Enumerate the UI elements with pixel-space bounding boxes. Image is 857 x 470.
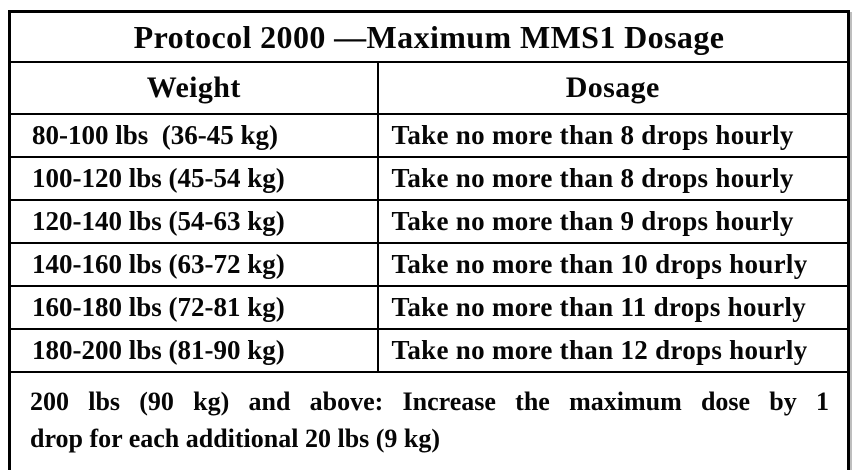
weight-cell: 180-200 lbs (81-90 kg) bbox=[8, 328, 379, 373]
table-row: 180-200 lbs (81-90 kg) Take no more than… bbox=[8, 328, 850, 373]
weight-cell: 140-160 lbs (63-72 kg) bbox=[8, 242, 379, 287]
dosage-cell: Take no more than 10 drops hourly bbox=[376, 242, 850, 287]
dosage-cell: Take no more than 8 drops hourly bbox=[376, 113, 850, 158]
footnote-cell: 200 lbs (90 kg) and above: Increase the … bbox=[8, 371, 850, 470]
table-row: 140-160 lbs (63-72 kg) Take no more than… bbox=[8, 242, 850, 287]
column-header-dosage: Dosage bbox=[376, 61, 850, 115]
dosage-cell: Take no more than 8 drops hourly bbox=[376, 156, 850, 201]
title-row: Protocol 2000 —Maximum MMS1 Dosage bbox=[8, 10, 850, 63]
table-row: 80-100 lbs (36-45 kg) Take no more than … bbox=[8, 113, 850, 158]
dosage-cell: Take no more than 12 drops hourly bbox=[376, 328, 850, 373]
table-row: 160-180 lbs (72-81 kg) Take no more than… bbox=[8, 285, 850, 330]
footnote-line-2: drop for each additional 20 lbs (9 kg) bbox=[30, 424, 441, 453]
weight-cell: 160-180 lbs (72-81 kg) bbox=[8, 285, 379, 330]
dosage-table: Protocol 2000 —Maximum MMS1 Dosage Weigh… bbox=[8, 10, 850, 470]
column-header-weight: Weight bbox=[8, 61, 379, 115]
weight-cell: 100-120 lbs (45-54 kg) bbox=[8, 156, 379, 201]
footnote-line-1: 200 lbs (90 kg) and above: Increase the … bbox=[30, 387, 829, 416]
weight-cell: 120-140 lbs (54-63 kg) bbox=[8, 199, 379, 244]
table-title: Protocol 2000 —Maximum MMS1 Dosage bbox=[8, 10, 850, 63]
table-row: 120-140 lbs (54-63 kg) Take no more than… bbox=[8, 199, 850, 244]
dosage-cell: Take no more than 11 drops hourly bbox=[376, 285, 850, 330]
weight-cell: 80-100 lbs (36-45 kg) bbox=[8, 113, 379, 158]
header-row: Weight Dosage bbox=[8, 61, 850, 115]
dosage-cell: Take no more than 9 drops hourly bbox=[376, 199, 850, 244]
footnote-row: 200 lbs (90 kg) and above: Increase the … bbox=[8, 371, 850, 470]
table-row: 100-120 lbs (45-54 kg) Take no more than… bbox=[8, 156, 850, 201]
